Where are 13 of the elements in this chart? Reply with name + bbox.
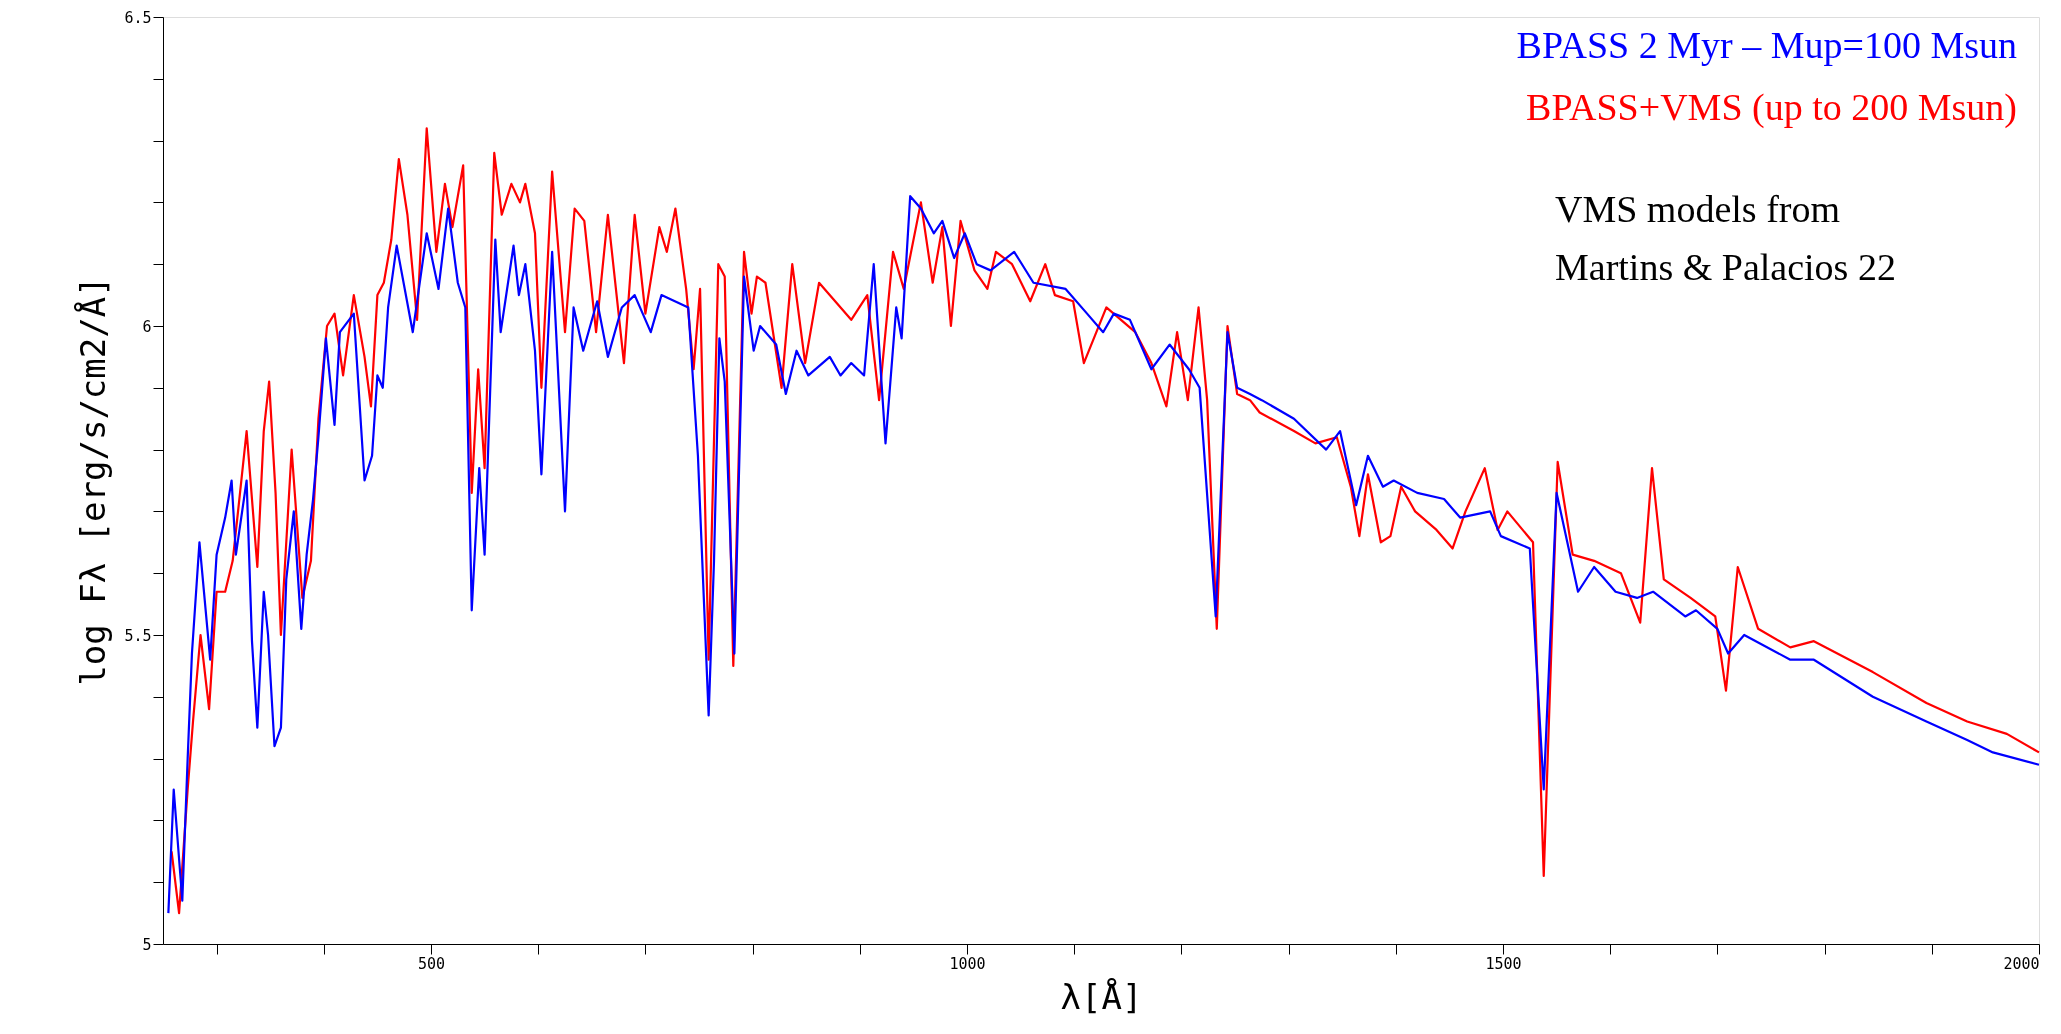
- y-tick-label: 6.5: [124, 8, 152, 27]
- x-tick-label: 500: [417, 954, 446, 973]
- x-axis-title: λ[Å]: [1060, 976, 1143, 1017]
- y-axis-title: log Fλ [erg/s/cm2/Å]: [73, 276, 114, 686]
- x-tick-label: 1000: [949, 954, 986, 973]
- y-tick-label: 5.5: [124, 626, 152, 645]
- annotation: VMS models from Martins & Palacios 22: [1555, 188, 1896, 288]
- y-tick-label: 6: [142, 317, 152, 336]
- x-tick-label: 2000: [2003, 954, 2040, 973]
- x-tick-label: 1500: [1485, 954, 1522, 973]
- y-tick-label: 5: [142, 935, 152, 954]
- text: BPASS 2 Myr – Mup=100 Msun: [1516, 24, 2017, 66]
- text: BPASS+VMS (up to 200 Msun): [1526, 86, 2017, 129]
